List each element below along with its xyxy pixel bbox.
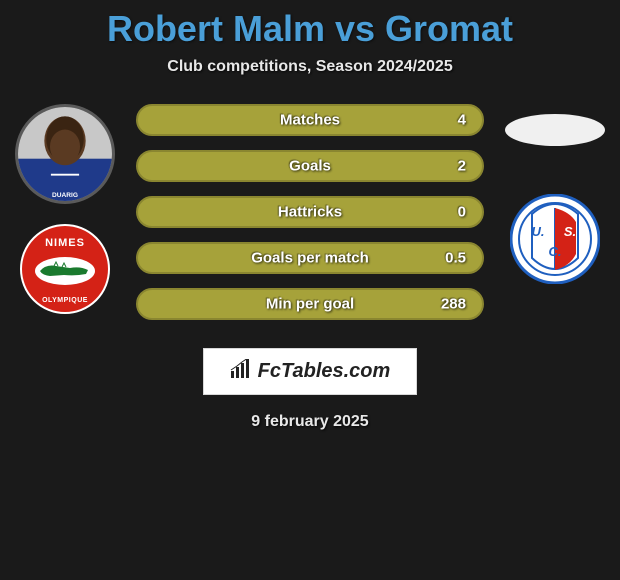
svg-text:C.: C. xyxy=(549,244,562,259)
stats-bars: Matches 4 Goals 2 Hattricks 0 Goals per … xyxy=(130,104,490,320)
comparison-row: DUARIG NIMES OLYMPIQUE M xyxy=(0,104,620,320)
stat-value: 288 xyxy=(441,296,466,313)
date-text: 9 february 2025 xyxy=(251,413,368,431)
player1-club-badge: NIMES OLYMPIQUE xyxy=(20,224,110,314)
svg-text:NIMES: NIMES xyxy=(45,237,85,249)
svg-text:S.: S. xyxy=(564,224,576,239)
stat-label: Matches xyxy=(280,112,340,129)
svg-text:U.: U. xyxy=(532,224,545,239)
subtitle: Club competitions, Season 2024/2025 xyxy=(167,58,452,76)
stat-value: 4 xyxy=(458,112,466,129)
stat-label: Goals xyxy=(289,158,331,175)
left-column: DUARIG NIMES OLYMPIQUE xyxy=(0,104,130,314)
stat-value: 0 xyxy=(458,204,466,221)
stat-row-goals: Goals 2 xyxy=(136,150,484,182)
right-column: U. S. C. xyxy=(490,104,620,284)
brand-text: FcTables.com xyxy=(258,360,391,383)
player2-avatar-placeholder xyxy=(505,114,605,146)
page-title: Robert Malm vs Gromat xyxy=(107,8,513,50)
stat-value: 2 xyxy=(458,158,466,175)
brand-box[interactable]: FcTables.com xyxy=(203,348,418,395)
svg-text:OLYMPIQUE: OLYMPIQUE xyxy=(42,297,88,304)
stat-row-gpm: Goals per match 0.5 xyxy=(136,242,484,274)
stat-label: Min per goal xyxy=(266,296,354,313)
stat-row-hattricks: Hattricks 0 xyxy=(136,196,484,228)
stat-row-matches: Matches 4 xyxy=(136,104,484,136)
svg-text:DUARIG: DUARIG xyxy=(52,192,78,199)
chart-icon xyxy=(230,359,252,384)
player2-club-badge: U. S. C. xyxy=(510,194,600,284)
stat-value: 0.5 xyxy=(445,250,466,267)
stat-label: Goals per match xyxy=(251,250,369,267)
stat-label: Hattricks xyxy=(278,204,342,221)
player1-avatar: DUARIG xyxy=(15,104,115,204)
stat-row-mpg: Min per goal 288 xyxy=(136,288,484,320)
